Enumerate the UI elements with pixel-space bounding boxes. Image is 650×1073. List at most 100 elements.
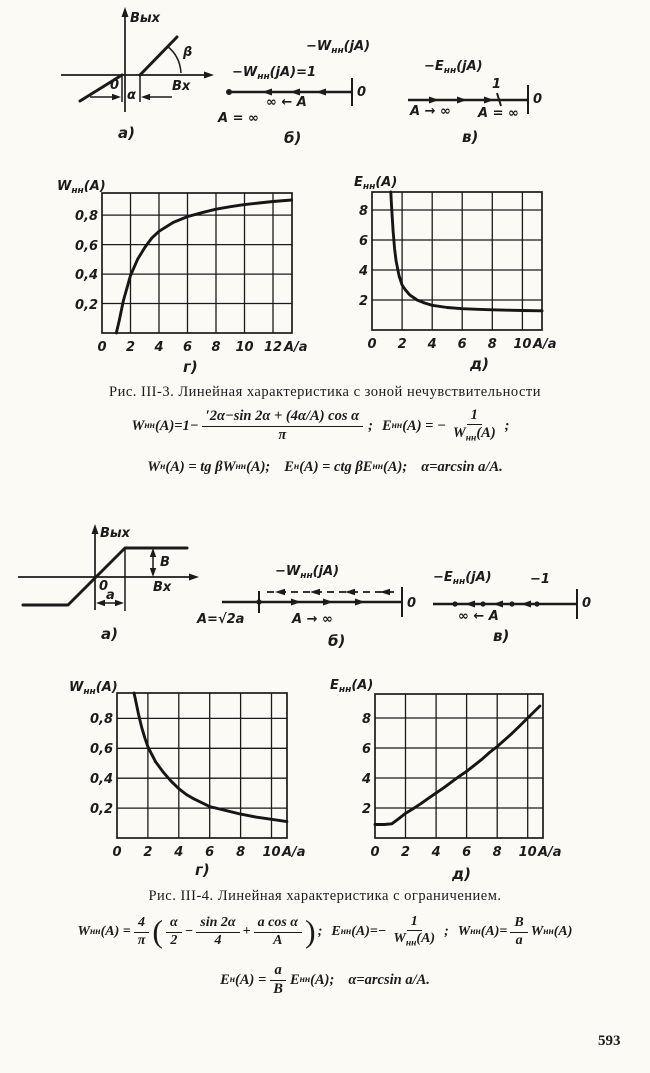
locus-marks xyxy=(256,588,390,606)
zero-label: 0 xyxy=(407,596,417,611)
fig3-caption: Рис. III-3. Линейная характеристика с зо… xyxy=(109,384,541,400)
svg-text:10: 10 xyxy=(513,337,531,352)
svg-text:0,4: 0,4 xyxy=(90,772,113,787)
locus-marks xyxy=(429,96,494,104)
svg-text:0,6: 0,6 xyxy=(75,239,98,254)
tick-labels: 8 6 4 2 0 2 4 6 8 10 A/a xyxy=(361,712,562,860)
y-axis-label: Вых xyxy=(130,11,161,26)
svg-text:12: 12 xyxy=(264,340,282,355)
panel-label-b: б) xyxy=(284,129,302,147)
deadzone-characteristic-drawing xyxy=(61,7,214,112)
amplitude-infinity-label: A = ∞ xyxy=(478,106,519,121)
page-number: 593 xyxy=(598,1033,621,1049)
svg-text:4: 4 xyxy=(173,845,183,860)
svg-text:4: 4 xyxy=(431,845,441,860)
y-axis-title: Wнн(A) xyxy=(69,680,118,697)
locus-title: −Wнн(jA) xyxy=(275,564,340,581)
svg-text:6: 6 xyxy=(183,340,192,355)
locus-marks xyxy=(226,88,326,96)
origin-label: 0 xyxy=(110,78,120,93)
w-graph: 0,8 0,6 0,4 0,2 0 2 4 6 8 10 12 A/a xyxy=(75,192,308,355)
locus-title: −Wнн(jA) xyxy=(306,39,371,56)
amplitude-infinity-label: A = ∞ xyxy=(218,111,259,126)
axes xyxy=(61,14,206,112)
svg-text:4: 4 xyxy=(358,264,368,279)
beta-label: β xyxy=(183,45,193,60)
x-axis-label: Вх xyxy=(153,580,172,595)
svg-text:0,2: 0,2 xyxy=(90,802,113,817)
e-locus-drawing xyxy=(433,589,578,619)
locus-marks xyxy=(452,600,540,608)
w-locus-drawing xyxy=(226,78,353,106)
fig4-diagram-c: −Eнн(jA) −1 0 ∞ ← A в) xyxy=(425,545,645,645)
svg-text:A/a: A/a xyxy=(281,845,306,860)
svg-text:6: 6 xyxy=(458,337,467,352)
locus-lines xyxy=(408,85,529,114)
locus-title: −Eнн(jA) xyxy=(433,570,492,587)
y-axis-title: Eнн(A) xyxy=(330,678,374,695)
svg-text:8: 8 xyxy=(211,340,220,355)
panel-label-c: в) xyxy=(462,128,479,146)
panel-label-b: б) xyxy=(328,632,346,650)
svg-text:2: 2 xyxy=(143,845,152,860)
amplitude-start-label: A=√2a xyxy=(197,612,245,627)
x-axis-label: Вх xyxy=(172,79,191,94)
zero-label: 0 xyxy=(357,85,367,100)
svg-text:2: 2 xyxy=(398,337,407,352)
saturation-characteristic-drawing xyxy=(18,524,199,611)
svg-text:0,6: 0,6 xyxy=(90,742,113,757)
svg-text:A/a: A/a xyxy=(537,845,562,860)
origin-label: 0 xyxy=(99,579,109,594)
amplitude-flow-label: A → ∞ xyxy=(292,612,333,627)
unity-label: 1 xyxy=(492,77,502,92)
panel-label-g: г) xyxy=(183,358,198,376)
y-axis-title: Eнн(A) xyxy=(354,175,398,192)
e-graph: 8 6 4 2 0 2 4 6 8 10 A/a xyxy=(361,693,562,860)
fig4-graph-e: 8 6 4 2 0 2 4 6 8 10 A/a Eнн(A) д) xyxy=(330,665,625,885)
amplitude-flow-label: A → ∞ xyxy=(410,104,451,119)
zero-label: 0 xyxy=(533,92,543,107)
fig4-caption: Рис. III-4. Линейная характеристика с ог… xyxy=(148,888,502,904)
beta-angle-arc xyxy=(166,45,182,74)
fig4-graph-w: 0,8 0,6 0,4 0,2 0 2 4 6 8 10 A/a Wнн(A) … xyxy=(55,665,345,880)
grid xyxy=(371,191,543,331)
svg-text:2: 2 xyxy=(126,340,135,355)
panel-label-a: а) xyxy=(118,124,135,142)
y-axis-label: Вых xyxy=(100,526,131,541)
panel-label-c: в) xyxy=(493,627,510,645)
svg-text:0,8: 0,8 xyxy=(90,712,113,727)
svg-text:10: 10 xyxy=(262,845,280,860)
axes xyxy=(18,531,191,610)
svg-text:2: 2 xyxy=(359,294,368,309)
tick-labels: 8 6 4 2 0 2 4 6 8 10 A/a xyxy=(358,204,557,352)
locus-lines xyxy=(227,78,353,106)
panel-label-g: г) xyxy=(195,861,210,879)
tick-labels: 0,8 0,6 0,4 0,2 0 2 4 6 8 10 A/a xyxy=(90,712,306,860)
saturation-level-label: B xyxy=(160,555,170,570)
close-paren: ) xyxy=(305,913,316,950)
svg-text:0: 0 xyxy=(112,845,121,860)
deadzone-w-curve xyxy=(114,198,293,335)
amplitude-flow-label: ∞ ← A xyxy=(458,609,499,624)
svg-text:2: 2 xyxy=(362,802,371,817)
characteristic-curve xyxy=(78,35,179,103)
svg-text:2: 2 xyxy=(401,845,410,860)
locus-unit-label: −Wнн(jA)=1 xyxy=(232,65,317,82)
svg-text:6: 6 xyxy=(362,742,371,757)
svg-text:10: 10 xyxy=(235,340,253,355)
panel-label-a: а) xyxy=(101,625,118,643)
grid xyxy=(116,692,288,839)
y-axis-title: Wнн(A) xyxy=(57,179,106,196)
fig3-diagram-c: −Eнн(jA) 1 0 A → ∞ A = ∞ в) xyxy=(398,42,613,147)
e-locus-drawing xyxy=(408,85,529,114)
fig3-diagram-b: −Wнн(jA) −Wнн(jA)=1 0 ∞ ← A A = ∞ б) xyxy=(218,32,413,147)
locus-title: −Eнн(jA) xyxy=(424,59,483,76)
e-graph: 8 6 4 2 0 2 4 6 8 10 A/a xyxy=(358,190,557,352)
amplitude-flow-label: ∞ ← A xyxy=(266,95,307,110)
svg-text:10: 10 xyxy=(519,845,537,860)
saturation-e-curve xyxy=(373,704,542,826)
svg-text:0,8: 0,8 xyxy=(75,209,98,224)
